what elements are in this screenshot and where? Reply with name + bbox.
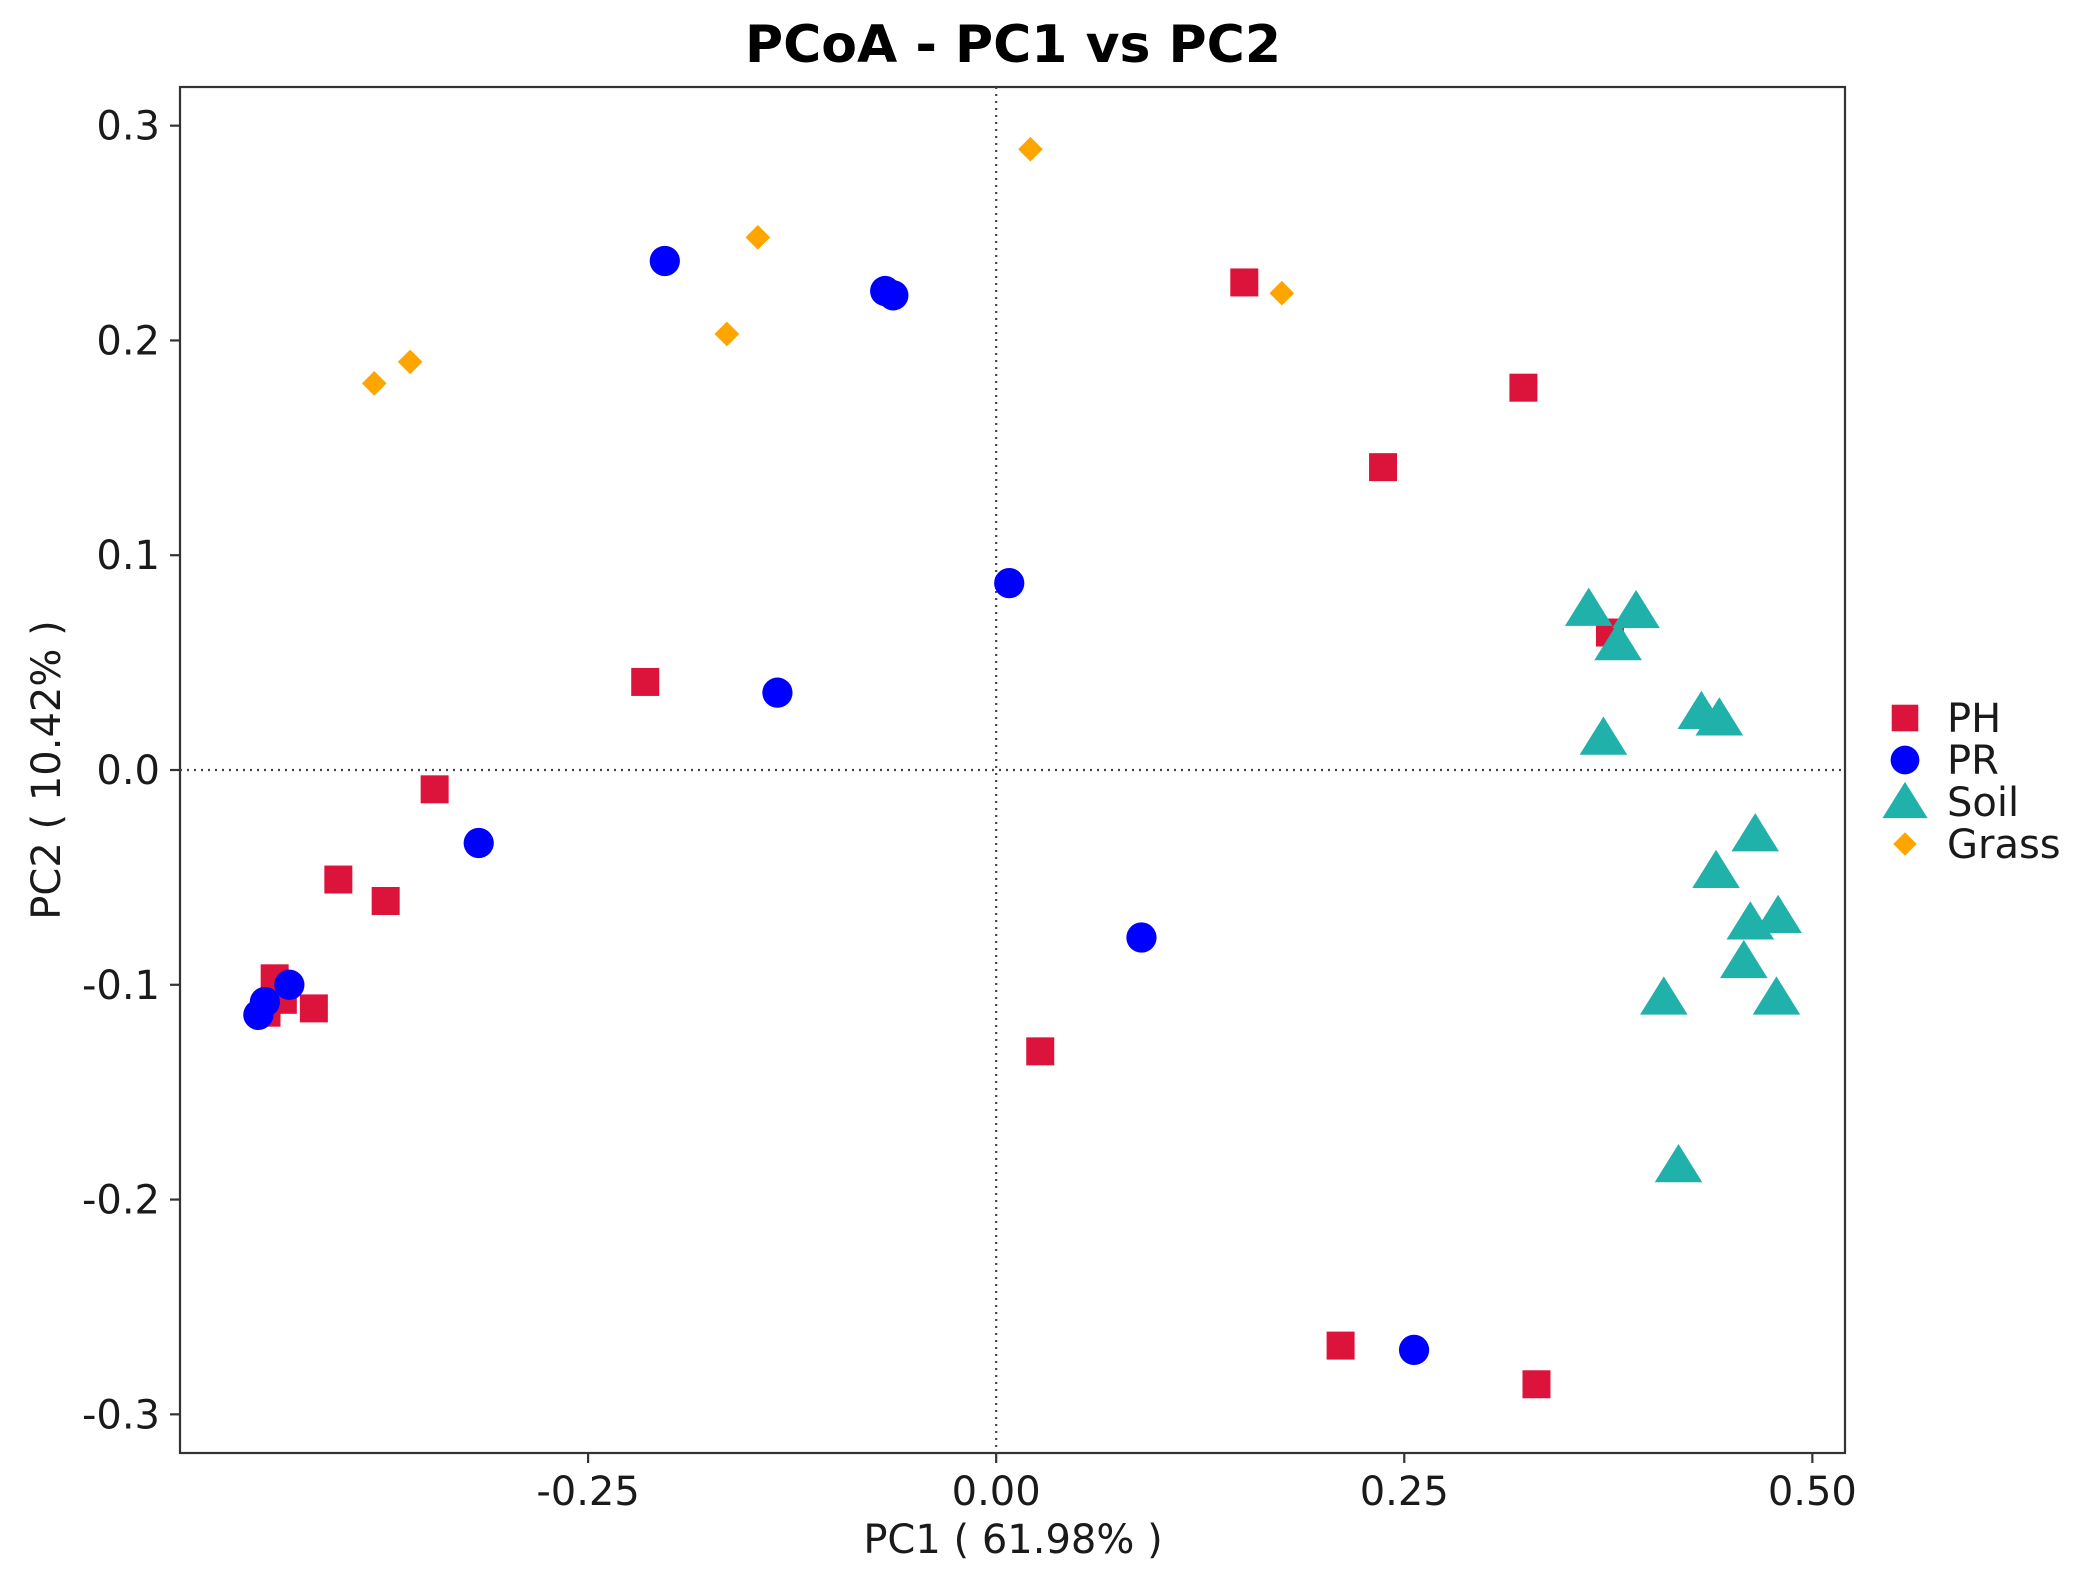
point-soil: [1594, 622, 1642, 661]
x-tick-label: 0.25: [1360, 1469, 1449, 1515]
point-pr: [762, 677, 793, 708]
series-pr: [243, 245, 1430, 1366]
point-soil: [1640, 976, 1688, 1015]
point-ph: [631, 667, 660, 696]
x-tick-label: -0.25: [536, 1469, 640, 1515]
series-ph: [252, 268, 1624, 1399]
point-ph: [1026, 1037, 1055, 1066]
series-grass: [361, 136, 1295, 396]
point-soil: [1695, 697, 1744, 736]
y-tick-label: 0.2: [96, 318, 160, 364]
point-soil: [1579, 716, 1628, 755]
point-ph: [299, 994, 328, 1023]
point-grass: [1269, 280, 1295, 306]
point-pr: [878, 280, 909, 311]
legend-label: PR: [1947, 738, 1999, 784]
point-ph: [1230, 268, 1259, 297]
reference-lines: [180, 87, 1845, 1453]
point-pr: [1398, 1334, 1430, 1366]
point-soil: [1752, 976, 1801, 1015]
legend-label: PH: [1947, 696, 2001, 742]
legend-label: Grass: [1947, 822, 2061, 868]
point-grass: [361, 371, 387, 396]
point-ph: [371, 887, 400, 916]
point-ph: [420, 775, 449, 804]
data-points: [243, 136, 1802, 1399]
y-tick-label: -0.2: [82, 1178, 160, 1224]
point-pr: [994, 568, 1025, 599]
x-tick-label: 0.50: [1768, 1469, 1857, 1515]
point-ph: [1509, 373, 1538, 402]
legend-marker-pr: [1890, 745, 1920, 775]
point-soil: [1731, 813, 1780, 852]
legend-marker-ph: [1891, 704, 1919, 732]
y-tick-label: 0.0: [96, 748, 160, 794]
y-tick-label: -0.1: [82, 963, 160, 1009]
point-ph: [324, 865, 353, 894]
point-pr: [649, 245, 680, 277]
legend-marker-soil: [1882, 781, 1928, 819]
legend-item-soil: Soil: [1882, 780, 2019, 826]
x-axis-label: PC1 ( 61.98% ): [863, 1517, 1162, 1563]
legend-marker-grass: [1893, 832, 1917, 856]
point-ph: [1522, 1370, 1551, 1399]
point-grass: [745, 224, 771, 250]
point-pr: [1126, 922, 1157, 953]
x-tick-label: 0.00: [952, 1469, 1041, 1515]
y-tick-label: 0.1: [96, 533, 160, 579]
y-tick-label: -0.3: [82, 1392, 160, 1438]
point-ph: [1369, 453, 1398, 482]
point-soil: [1564, 587, 1613, 626]
point-soil: [1719, 939, 1768, 979]
legend-item-ph: PH: [1891, 696, 2001, 742]
point-grass: [714, 321, 740, 347]
point-pr: [274, 969, 305, 1000]
point-ph: [1326, 1331, 1355, 1360]
legend-item-pr: PR: [1890, 738, 1999, 784]
y-axis-label: PC2 ( 10.42% ): [24, 620, 70, 919]
chart-title: PCoA - PC1 vs PC2: [745, 15, 1281, 75]
point-pr: [463, 827, 494, 859]
point-grass: [397, 349, 423, 375]
point-grass: [1018, 136, 1043, 162]
legend-item-grass: Grass: [1893, 822, 2061, 868]
x-axis-ticks: -0.25 0.00 0.25 0.50: [536, 1453, 1857, 1515]
legend-label: Soil: [1947, 780, 2019, 826]
point-soil: [1654, 1143, 1703, 1183]
y-axis-ticks: 0.3 0.2 0.1 0.0 -0.1 -0.2 -0.3: [82, 104, 180, 1438]
point-soil: [1754, 894, 1802, 934]
point-pr: [249, 986, 281, 1018]
series-soil: [1564, 587, 1802, 1183]
y-tick-label: 0.3: [96, 104, 160, 150]
point-soil: [1692, 849, 1740, 888]
point-soil: [1612, 589, 1660, 629]
